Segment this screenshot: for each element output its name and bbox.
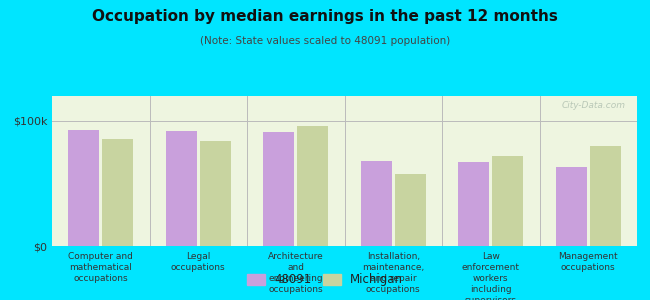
Bar [166, 131, 197, 246]
Bar [68, 130, 99, 246]
Bar [102, 139, 133, 246]
Bar [492, 156, 523, 246]
Bar [361, 161, 392, 246]
Legend: 48091, Michigan: 48091, Michigan [242, 269, 408, 291]
Bar [590, 146, 621, 246]
Text: (Note: State values scaled to 48091 population): (Note: State values scaled to 48091 popu… [200, 36, 450, 46]
Bar [297, 126, 328, 246]
Text: Occupation by median earnings in the past 12 months: Occupation by median earnings in the pas… [92, 9, 558, 24]
Bar [458, 162, 489, 246]
Bar [263, 132, 294, 246]
Bar [395, 173, 426, 246]
Bar [556, 167, 587, 246]
Text: City-Data.com: City-Data.com [562, 100, 625, 109]
Bar [200, 141, 231, 246]
